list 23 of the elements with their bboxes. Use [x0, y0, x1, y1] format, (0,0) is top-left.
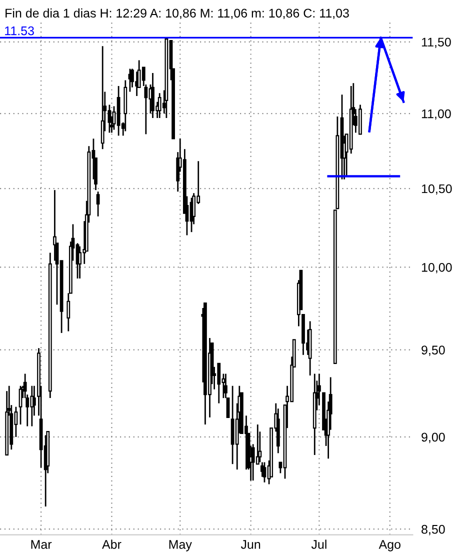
y-tick-label: 9,50: [422, 346, 445, 356]
chart-title: Fin de dia 1 dias H: 12:29 A: 10,86 M: 11,06 m: 10,86 C: 11,03: [6, 8, 349, 20]
x-tick-label: Mar: [31, 540, 52, 549]
x-tick-label: Jun: [240, 540, 260, 549]
candlestick: [96, 190, 100, 218]
candlestick: [262, 462, 266, 484]
candlestick: [256, 424, 260, 465]
y-tick-label: 10,50: [422, 184, 452, 195]
candlestick: [130, 68, 134, 88]
y-tick-label: 9,00: [422, 432, 445, 444]
y-tick-label: 8,50: [422, 524, 445, 536]
candlestick: [53, 189, 56, 262]
y-tick-label: 11,50: [422, 38, 451, 48]
x-tick-label: Jul: [311, 540, 326, 549]
y-tick-label: 10,00: [422, 262, 452, 274]
candlestick: [144, 84, 148, 135]
x-tick-label: May: [169, 540, 192, 552]
x-tick-label: Abr: [102, 540, 122, 549]
ref-line-label: 11.53: [5, 26, 34, 36]
candlestick: [100, 45, 104, 150]
x-tick-label: Ago: [378, 540, 400, 552]
candlestick: [151, 72, 154, 119]
y-tick-label: 11,00: [422, 109, 451, 120]
